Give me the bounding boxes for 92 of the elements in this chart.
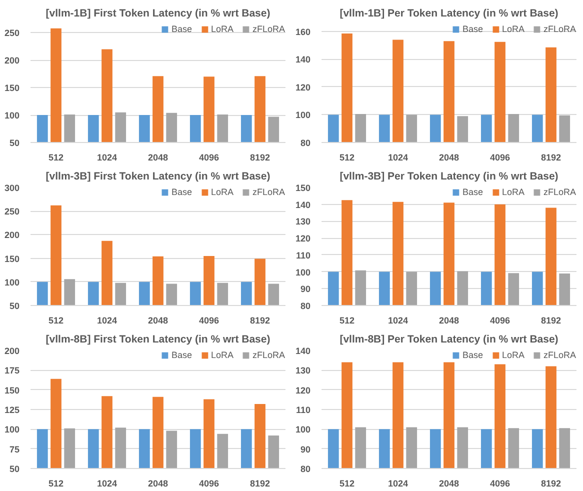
x-tick-label: 2048 xyxy=(438,478,460,488)
y-tick-label: 100 xyxy=(295,424,311,435)
x-tick-label: 512 xyxy=(48,478,64,488)
y-tick-label: 120 xyxy=(295,82,311,92)
x-tick-label: 8192 xyxy=(540,478,562,488)
y-tick-label: 80 xyxy=(300,301,311,311)
y-tick-label: 130 xyxy=(295,216,311,227)
y-tick-label: 250 xyxy=(4,28,20,38)
legend-label: LoRA xyxy=(210,187,234,197)
y-tick-label: 100 xyxy=(295,267,311,278)
y-tick-label: 175 xyxy=(4,366,20,376)
y-tick-label: 150 xyxy=(295,183,311,193)
x-tick-label: 512 xyxy=(48,316,64,326)
legend-label: Base xyxy=(171,24,192,34)
y-tick-label: 100 xyxy=(4,424,20,435)
chart-title: [vllm-1B] First Token Latency (in % wrt Base) xyxy=(46,8,270,20)
legend-label: LoRA xyxy=(210,350,234,360)
x-tick-label: 1024 xyxy=(388,152,408,162)
x-tick-label: 512 xyxy=(339,152,355,162)
x-tick-label: 2048 xyxy=(438,152,460,162)
x-tick-label: 512 xyxy=(339,316,355,326)
chart-title: [vllm-3B] Per Token Latency (in % wrt Base) xyxy=(340,170,558,182)
x-tick-label: 4096 xyxy=(490,152,510,162)
legend-label: zFLoRA xyxy=(252,24,285,34)
x-tick-label: 2048 xyxy=(148,316,168,326)
y-tick-label: 200 xyxy=(4,230,20,240)
x-tick-label: 4096 xyxy=(490,316,510,326)
x-tick-label: 2048 xyxy=(148,478,168,488)
x-tick-label: 4096 xyxy=(198,152,220,162)
x-tick-label: 8192 xyxy=(250,478,270,488)
chart-title: [vllm-1B] Per Token Latency (in % wrt Base) xyxy=(340,8,558,20)
y-tick-label: 100 xyxy=(295,110,311,120)
legend-label: Base xyxy=(462,187,483,197)
y-tick-label: 140 xyxy=(295,346,311,356)
y-tick-label: 90 xyxy=(300,444,311,454)
y-tick-label: 140 xyxy=(295,200,311,210)
x-tick-label: 8192 xyxy=(250,152,270,162)
y-tick-label: 125 xyxy=(4,405,20,415)
x-tick-label: 8192 xyxy=(250,316,270,326)
x-tick-label: 2048 xyxy=(438,316,460,326)
y-tick-label: 100 xyxy=(4,277,20,288)
x-tick-label: 1024 xyxy=(96,316,118,326)
y-tick-label: 80 xyxy=(300,138,311,148)
legend-label: zFLoRA xyxy=(543,24,576,34)
legend-label: Base xyxy=(462,350,483,360)
y-tick-label: 200 xyxy=(4,56,20,66)
legend-label: LoRA xyxy=(502,350,524,360)
y-tick-label: 120 xyxy=(295,234,311,244)
y-tick-label: 80 xyxy=(300,464,311,474)
x-tick-label: 4096 xyxy=(490,478,510,488)
y-tick-label: 50 xyxy=(9,301,20,311)
y-tick-label: 50 xyxy=(9,464,20,474)
y-tick-label: 90 xyxy=(300,284,311,294)
y-tick-label: 130 xyxy=(295,366,311,376)
legend-label: zFLoRA xyxy=(543,187,576,197)
y-tick-label: 100 xyxy=(4,110,20,121)
y-tick-label: 120 xyxy=(295,385,311,396)
chart-title: [vllm-8B] First Token Latency (in % wrt Base) xyxy=(46,334,270,346)
x-tick-label: 8192 xyxy=(540,152,562,162)
legend-label: LoRA xyxy=(502,187,524,197)
y-tick-label: 110 xyxy=(296,405,311,415)
y-tick-label: 160 xyxy=(295,26,311,37)
y-tick-label: 300 xyxy=(4,183,20,193)
legend-label: Base xyxy=(171,187,192,197)
y-tick-label: 110 xyxy=(296,250,311,260)
x-tick-label: 8192 xyxy=(540,316,562,326)
x-tick-label: 1024 xyxy=(388,316,408,326)
x-tick-label: 1024 xyxy=(96,478,118,488)
y-tick-label: 250 xyxy=(4,206,20,217)
y-tick-label: 75 xyxy=(9,444,20,454)
y-tick-label: 50 xyxy=(9,138,20,148)
x-tick-label: 4096 xyxy=(198,316,220,326)
y-tick-label: 140 xyxy=(295,54,311,65)
legend-label: LoRA xyxy=(502,24,524,34)
x-tick-label: 1024 xyxy=(96,152,118,162)
legend-label: zFLoRA xyxy=(252,187,285,197)
x-tick-label: 2048 xyxy=(148,152,168,162)
legend-label: Base xyxy=(462,24,483,34)
legend-label: LoRA xyxy=(210,24,234,34)
legend-label: zFLoRA xyxy=(543,350,576,360)
x-tick-label: 512 xyxy=(48,152,64,162)
y-tick-label: 200 xyxy=(4,346,20,356)
x-tick-label: 4096 xyxy=(198,478,220,488)
y-tick-label: 150 xyxy=(4,385,20,396)
x-tick-label: 1024 xyxy=(388,478,408,488)
y-tick-label: 150 xyxy=(4,83,20,94)
chart-title: [vllm-3B] First Token Latency (in % wrt Base) xyxy=(46,170,270,182)
chart-title: [vllm-8B] Per Token Latency (in % wrt Base) xyxy=(340,334,558,346)
y-tick-label: 150 xyxy=(4,254,20,264)
x-tick-label: 512 xyxy=(339,478,355,488)
legend-label: Base xyxy=(171,350,192,360)
legend-label: zFLoRA xyxy=(252,350,285,360)
